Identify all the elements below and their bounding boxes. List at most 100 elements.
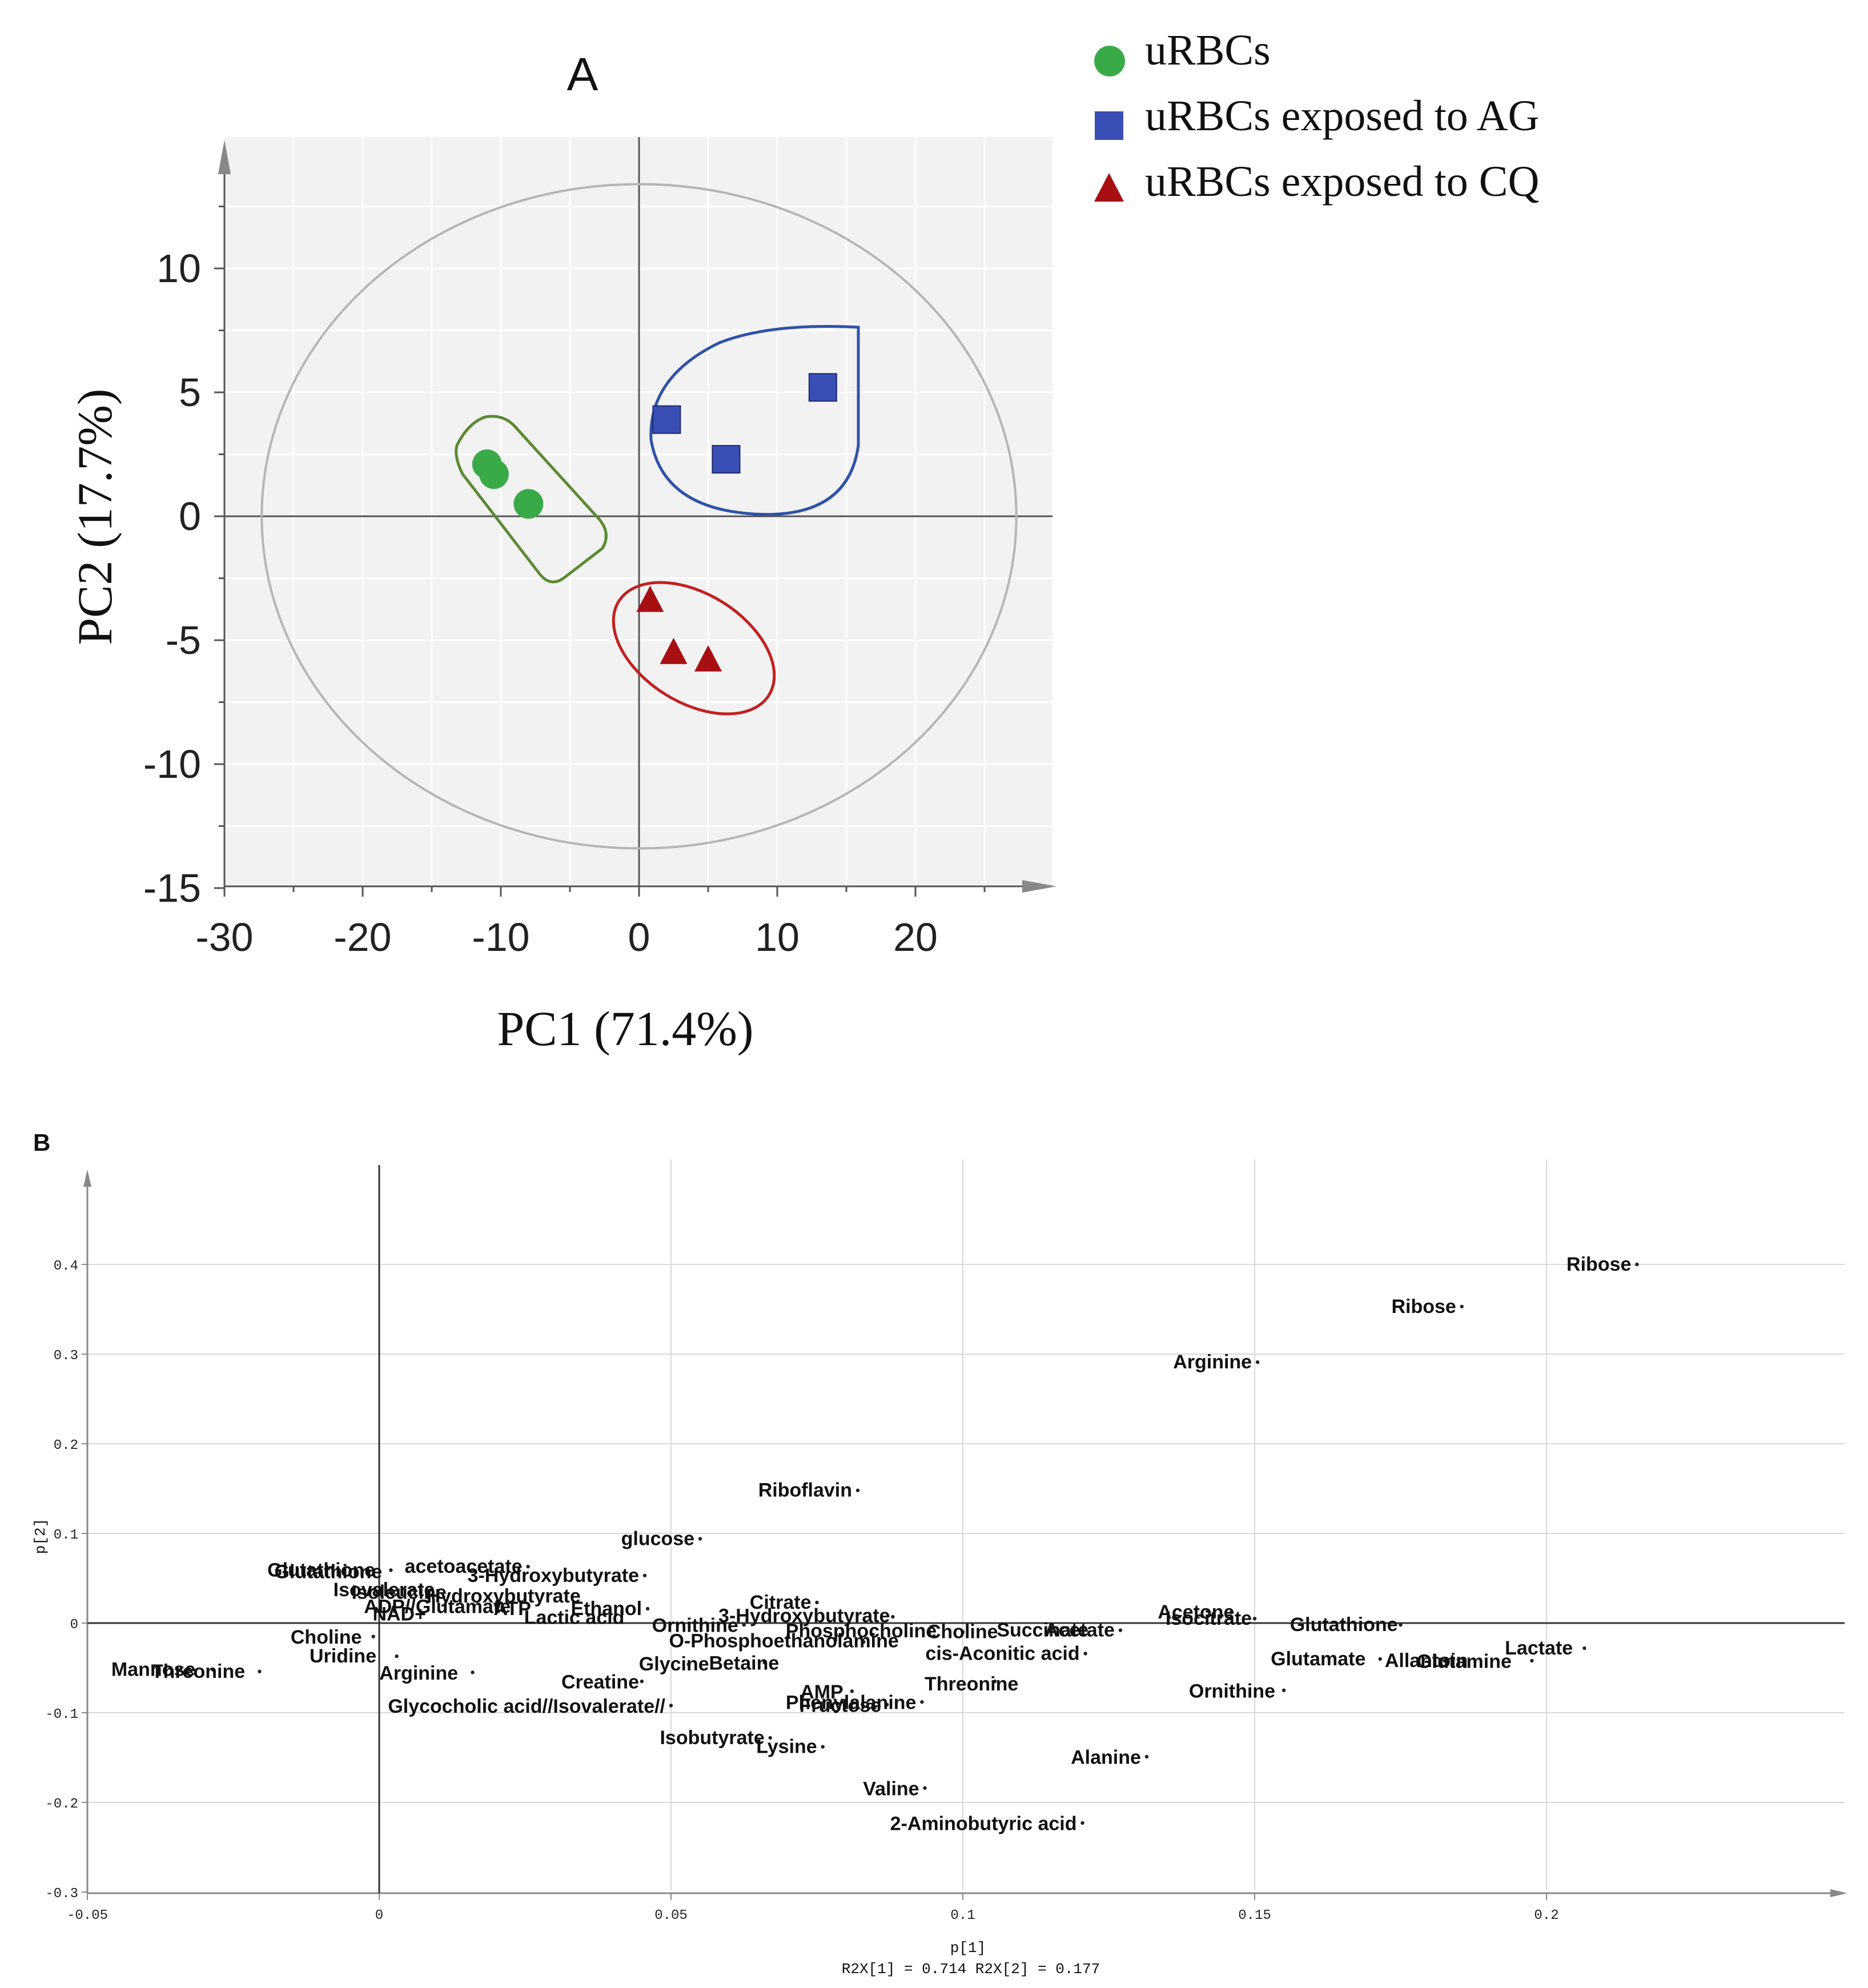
loading-point bbox=[395, 1654, 399, 1658]
loading-point bbox=[1378, 1657, 1382, 1661]
loading-label: Alanine bbox=[1071, 1747, 1141, 1769]
loading-point bbox=[1635, 1262, 1639, 1267]
loading-label: NAD+ bbox=[372, 1603, 426, 1625]
panel-a-y-axis-label: PC2 (17.7%) bbox=[67, 388, 122, 645]
legend-label-ag: uRBCs exposed to AG bbox=[1145, 92, 1539, 140]
loading-label: Uridine bbox=[310, 1645, 376, 1667]
legend-item-ag: uRBCs exposed to AG bbox=[1095, 92, 1539, 140]
loading-label: Mannose bbox=[111, 1659, 195, 1681]
loading-label: Isoleucine bbox=[351, 1582, 446, 1604]
loading-point bbox=[1255, 1360, 1260, 1364]
loading-point bbox=[923, 1786, 927, 1790]
panel-b-x-axis-label: p[1] bbox=[950, 1939, 986, 1957]
loading-label: Lactic acid bbox=[524, 1607, 625, 1629]
panel-b-x-axis-arrow bbox=[1830, 1889, 1847, 1897]
cq-group-outline bbox=[612, 581, 776, 716]
panel-b-y-axis-arrow bbox=[83, 1170, 91, 1187]
panel-a-legend: uRBCs uRBCs exposed to AG uRBCs exposed … bbox=[1094, 26, 1539, 206]
panel-a-xtick-label: -10 bbox=[472, 915, 529, 959]
panel-b-ytick-label: -0.1 bbox=[45, 1707, 78, 1722]
panel-a-xtick-label: 0 bbox=[628, 915, 650, 959]
panel-a-title: A bbox=[567, 49, 598, 101]
urbcs-group-outline bbox=[455, 415, 608, 584]
loading-label: Choline bbox=[291, 1626, 362, 1648]
loading-label: cis-Aconitic acid bbox=[925, 1642, 1079, 1664]
loading-label: Ribose bbox=[1566, 1254, 1631, 1275]
loading-label: ADP//Glutamate bbox=[364, 1596, 511, 1618]
loading-label: Phosphocholine bbox=[786, 1620, 937, 1642]
loading-point bbox=[669, 1704, 673, 1708]
loading-label: Creatine bbox=[561, 1672, 639, 1693]
panel-b-ytick-label: 0.3 bbox=[54, 1348, 78, 1364]
loading-label: Succinate bbox=[997, 1620, 1088, 1641]
loading-point bbox=[392, 1605, 396, 1609]
loading-point bbox=[855, 1488, 860, 1492]
legend-marker-circle-icon bbox=[1094, 46, 1125, 77]
loading-point bbox=[389, 1568, 393, 1572]
loading-label: Glutamine bbox=[1417, 1651, 1512, 1673]
loading-label: Glutathione bbox=[267, 1559, 375, 1581]
loading-point bbox=[686, 1662, 690, 1666]
legend-marker-triangle-icon bbox=[1094, 173, 1124, 202]
loading-point bbox=[698, 1537, 702, 1541]
loading-point bbox=[642, 1573, 647, 1577]
loading-label: Glycocholic acid//Isovalerate// bbox=[388, 1696, 665, 1717]
loading-label: Glutathione bbox=[274, 1561, 382, 1583]
panel-b-ytick-label: 0.1 bbox=[54, 1528, 78, 1543]
loading-label: 2-Aminobutyric acid bbox=[890, 1813, 1077, 1835]
loading-point bbox=[1582, 1646, 1586, 1650]
loading-point bbox=[742, 1622, 746, 1627]
cq-point bbox=[660, 637, 688, 664]
ag-group-outline bbox=[649, 325, 860, 516]
loading-label: Allantoin bbox=[1385, 1650, 1468, 1672]
loading-point bbox=[1399, 1622, 1403, 1627]
loading-label: Choline bbox=[927, 1621, 998, 1643]
loading-label: Riboflavin bbox=[758, 1480, 852, 1501]
loading-label: Ornithine bbox=[652, 1615, 738, 1637]
legend-item-urbcs: uRBCs bbox=[1094, 26, 1271, 77]
panel-b-ytick-label: -0.2 bbox=[45, 1797, 78, 1812]
cq-point bbox=[636, 585, 664, 612]
loading-label: Hydroxybutyrate bbox=[427, 1585, 581, 1607]
panel-a-xtick-label: -30 bbox=[195, 915, 253, 959]
panel-b-ytick-label: 0 bbox=[70, 1617, 78, 1633]
loading-point bbox=[821, 1745, 825, 1749]
loading-point bbox=[1083, 1652, 1087, 1656]
panel-b-grid bbox=[87, 1159, 1845, 1890]
loading-label: Ornithine bbox=[1189, 1680, 1275, 1702]
loading-label: Ribose bbox=[1391, 1296, 1456, 1318]
panel-a-xtick-label: -20 bbox=[334, 915, 391, 959]
panel-b-xtick-label: 0.2 bbox=[1534, 1908, 1558, 1923]
loading-point bbox=[862, 1640, 866, 1644]
panel-b: -0.3 -0.2 -0.1 0 0.1 0.2 0.3 0.4 -0.05 0 0.05 0.1 0.… bbox=[45, 1159, 1847, 1923]
loading-point bbox=[1144, 1754, 1149, 1759]
panel-a-ytick-label: -5 bbox=[166, 618, 201, 662]
loading-label: ATP bbox=[493, 1598, 531, 1620]
loading-point bbox=[1282, 1688, 1286, 1692]
panel-b-r2x-footnote: R2X[1] = 0.714 R2X[2] = 0.177 bbox=[842, 1961, 1100, 1978]
loading-point bbox=[640, 1679, 644, 1684]
loading-label: Acetone bbox=[1158, 1601, 1234, 1623]
panel-b-xtick-label: -0.05 bbox=[67, 1908, 108, 1923]
panel-a-ytick-label: -10 bbox=[143, 742, 201, 786]
loading-point bbox=[815, 1600, 819, 1605]
loading-point bbox=[961, 1630, 965, 1634]
loading-point bbox=[885, 1702, 889, 1707]
loading-point bbox=[526, 1564, 530, 1569]
panel-b-xtick-label: 0.15 bbox=[1238, 1908, 1271, 1923]
loading-label: 3-Hydroxybutyrate bbox=[468, 1565, 639, 1587]
panel-b-ytick-label: 0.2 bbox=[54, 1438, 78, 1453]
loading-label: Lysine bbox=[756, 1736, 817, 1758]
loading-point bbox=[1080, 1821, 1084, 1825]
loading-label: Glutamate bbox=[1271, 1648, 1365, 1670]
panel-a-x-axis-arrow bbox=[1022, 880, 1056, 893]
panel-b-xtick-label: 0.1 bbox=[950, 1908, 975, 1923]
loading-point bbox=[471, 1670, 475, 1674]
urbcs-point bbox=[479, 459, 509, 489]
loading-label: Citrate bbox=[750, 1592, 812, 1613]
loading-point bbox=[645, 1607, 650, 1611]
legend-label-cq: uRBCs exposed to CQ bbox=[1145, 158, 1539, 206]
loading-label: 3-Hydroxybutyrate bbox=[718, 1605, 890, 1626]
loading-point bbox=[993, 1679, 997, 1684]
